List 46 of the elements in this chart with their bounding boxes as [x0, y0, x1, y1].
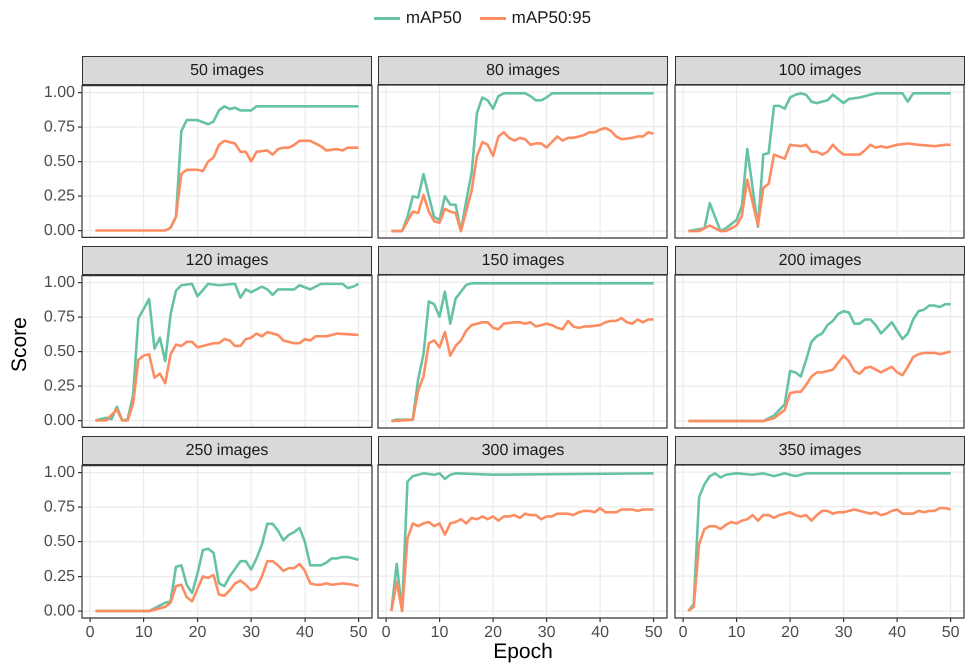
- x-axis-title: Epoch: [492, 640, 554, 664]
- x-tick-label: 20: [188, 624, 206, 642]
- x-tick-label: 40: [296, 624, 314, 642]
- x-tick-label: 30: [242, 624, 260, 642]
- legend-label: mAP50: [406, 8, 462, 28]
- y-tick-label: 0.50: [44, 533, 76, 550]
- chart-title: 300 images: [378, 436, 668, 465]
- x-tick-label: 0: [86, 624, 95, 642]
- chart-title: 80 images: [378, 56, 668, 85]
- x-tick-label: 40: [591, 624, 610, 642]
- x-tick-label: 10: [134, 624, 153, 642]
- y-tick-label: 0.25: [44, 377, 76, 394]
- chart-title: 250 images: [82, 436, 372, 465]
- chart-title: 100 images: [675, 56, 965, 85]
- y-tick-label: 1.00: [44, 464, 76, 481]
- x-tick-label: 0: [382, 624, 391, 642]
- x-tick-label: 50: [350, 624, 368, 642]
- chart-title: 150 images: [378, 246, 668, 275]
- y-tick-label: 0.25: [44, 187, 76, 204]
- y-tick-label: 0.00: [44, 602, 76, 620]
- x-tick-label: 30: [538, 624, 556, 642]
- chart-title: 350 images: [675, 436, 965, 465]
- y-tick-label: 0.50: [44, 152, 76, 170]
- x-tick-label: 10: [728, 624, 746, 642]
- y-tick-label: 0.50: [44, 342, 76, 360]
- legend-label: mAP50:95: [512, 8, 592, 28]
- y-tick-label: 0.00: [44, 222, 76, 239]
- y-tick-label: 0.75: [44, 498, 76, 516]
- x-tick-label: 0: [678, 624, 688, 642]
- x-tick-label: 50: [644, 624, 663, 642]
- y-tick-label: 1.00: [44, 84, 76, 101]
- x-tick-label: 20: [781, 624, 800, 642]
- chart-title: 200 images: [675, 246, 965, 275]
- x-tick-label: 50: [942, 624, 960, 642]
- y-tick-label: 0.25: [44, 568, 76, 585]
- y-tick-label: 0.75: [44, 118, 76, 136]
- x-tick-label: 10: [430, 624, 449, 642]
- y-tick-label: 1.00: [44, 274, 76, 291]
- x-tick-label: 30: [834, 624, 853, 642]
- x-tick-label: 20: [484, 624, 502, 642]
- chart-title: 120 images: [82, 246, 372, 275]
- x-tick-label: 40: [888, 624, 906, 642]
- y-axis-title: Score: [8, 316, 32, 372]
- y-tick-label: 0.00: [44, 412, 76, 429]
- y-tick-label: 0.75: [44, 308, 76, 326]
- chart-title: 50 images: [82, 56, 372, 85]
